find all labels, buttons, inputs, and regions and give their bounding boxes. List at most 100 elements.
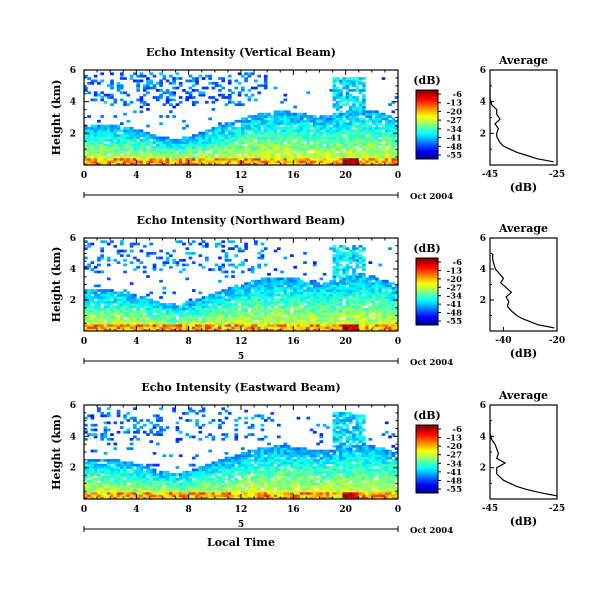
heatmap-cell — [201, 134, 206, 137]
heatmap-cell — [257, 134, 262, 137]
heatmap-cell — [388, 160, 392, 164]
heatmap-cell — [110, 433, 114, 436]
heatmap-cell — [368, 305, 373, 309]
heatmap-cell — [198, 136, 203, 140]
heatmap-cell — [362, 89, 366, 92]
heatmap-cell — [381, 282, 386, 285]
heatmap-cell — [355, 105, 360, 109]
heatmap-cell — [355, 279, 360, 283]
heatmap-cell — [84, 494, 88, 498]
heatmap-cell — [231, 319, 235, 323]
heatmap-cell — [116, 127, 121, 130]
heatmap-cell — [329, 119, 333, 123]
colorbar-segment — [416, 299, 438, 301]
heatmap-cell — [126, 146, 131, 149]
heatmap-cell — [326, 284, 330, 288]
heatmap-cell — [201, 314, 206, 318]
heatmap-cell — [172, 160, 176, 164]
heatmap-cell — [254, 136, 258, 140]
heatmap-cell — [175, 153, 180, 156]
heatmap-cell — [205, 153, 209, 156]
heatmap-cell — [208, 326, 212, 330]
heatmap-cell — [371, 303, 376, 306]
heatmap-cell — [146, 251, 150, 255]
heatmap-cell — [394, 150, 399, 154]
heatmap-cell — [375, 129, 379, 133]
heatmap-cell — [348, 291, 353, 295]
heatmap-cell — [227, 124, 232, 128]
heatmap-cell — [87, 310, 91, 313]
heatmap-cell — [270, 146, 275, 149]
heatmap-cell — [270, 286, 275, 290]
heatmap-cell — [214, 242, 219, 246]
heatmap-cell — [388, 162, 392, 166]
x-tick-label: 20 — [339, 337, 352, 347]
heatmap-cell — [303, 282, 307, 285]
heatmap-cell — [234, 293, 239, 297]
heatmap-cell — [371, 117, 376, 121]
heatmap-cell — [293, 115, 297, 118]
colorbar-segment — [416, 322, 438, 325]
heatmap-cell — [342, 307, 347, 311]
average-y-tick-label: 4 — [480, 98, 486, 108]
heatmap-cell — [224, 127, 229, 130]
heatmap-cell — [155, 81, 160, 85]
heatmap-cell — [149, 314, 154, 318]
heatmap-cell — [394, 157, 399, 161]
heatmap-cell — [129, 416, 134, 420]
heatmap-cell — [133, 470, 137, 474]
heatmap-cell — [129, 153, 134, 156]
heatmap-cell — [159, 482, 163, 486]
heatmap-cell — [136, 484, 140, 488]
heatmap-cell — [257, 160, 262, 164]
heatmap-cell — [342, 81, 347, 85]
heatmap-cell — [365, 314, 369, 318]
heatmap-cell — [113, 491, 118, 495]
heatmap-cell — [332, 134, 337, 137]
colorbar-segment — [416, 92, 438, 94]
heatmap-cell — [224, 270, 229, 274]
x-tick-label: 0 — [81, 337, 87, 347]
heatmap-cell — [175, 162, 180, 166]
heatmap-cell — [371, 122, 376, 126]
heatmap-cell — [208, 321, 212, 325]
heatmap-cell — [286, 305, 291, 309]
heatmap-cell — [162, 77, 167, 80]
heatmap-cell — [270, 300, 275, 304]
heatmap-cell — [211, 307, 216, 311]
heatmap-cell — [106, 298, 111, 302]
heatmap-cell — [139, 146, 144, 149]
heatmap-cell — [241, 138, 245, 142]
heatmap-cell — [339, 150, 343, 154]
heatmap-cell — [119, 148, 124, 152]
heatmap-cell — [299, 291, 304, 295]
heatmap-cell — [283, 115, 288, 118]
colorbar-tick-label: -13 — [447, 266, 462, 276]
heatmap-cell — [257, 148, 262, 152]
heatmap-cell — [142, 138, 147, 142]
heatmap-cell — [339, 305, 343, 309]
heatmap-cell — [159, 136, 163, 140]
heatmap-cell — [195, 303, 199, 306]
colorbar-segment — [416, 279, 438, 281]
heatmap-cell — [146, 138, 150, 142]
heatmap-cell — [110, 310, 114, 313]
heatmap-cell — [237, 81, 242, 85]
heatmap-cell — [355, 251, 360, 255]
heatmap-cell — [326, 162, 330, 166]
heatmap-cell — [231, 324, 235, 327]
heatmap-cell — [342, 244, 347, 248]
heatmap-cell — [352, 249, 356, 253]
heatmap-cell — [362, 284, 366, 288]
heatmap-cell — [182, 321, 186, 325]
heatmap-cell — [103, 428, 108, 432]
heatmap-cell — [146, 324, 150, 327]
heatmap-cell — [355, 115, 360, 118]
heatmap-cell — [113, 291, 118, 295]
heatmap-cell — [103, 153, 108, 156]
heatmap-cell — [375, 155, 379, 159]
heatmap-cell — [136, 136, 140, 140]
heatmap-cell — [368, 312, 373, 316]
heatmap-cell — [352, 115, 356, 118]
colorbar-segment — [416, 93, 438, 96]
